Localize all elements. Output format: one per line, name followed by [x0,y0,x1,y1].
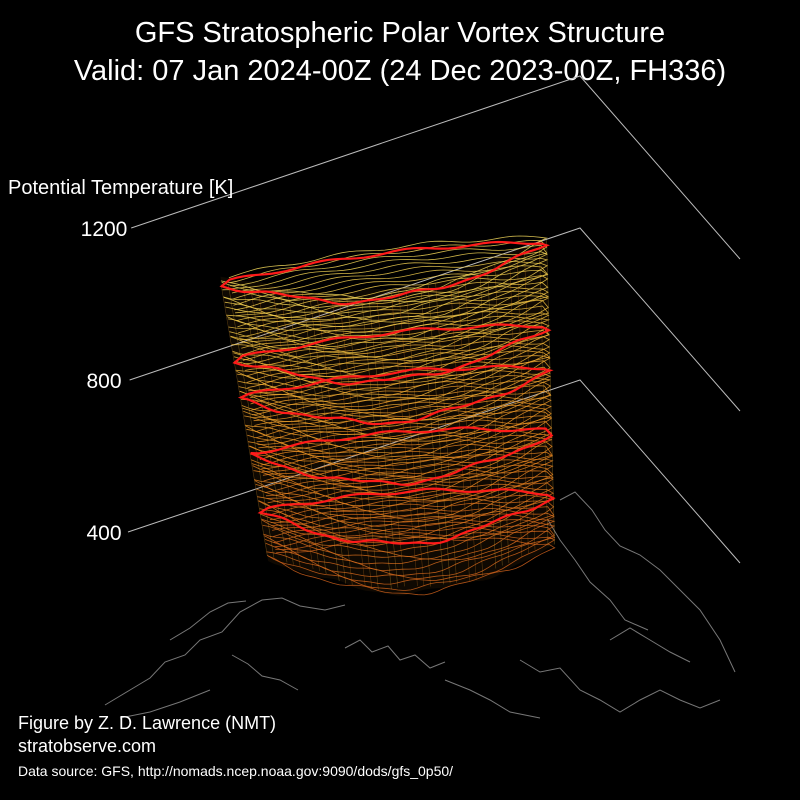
vortex-contour [254,448,554,507]
vortex-contour [226,275,549,337]
vortex-strand [279,289,320,572]
coastlines [104,491,736,719]
vortex-strand [390,291,418,587]
vortex-contour [238,350,551,412]
vortex-strand [376,295,405,587]
coastline-segment [559,491,736,673]
data-source-text: Data source: GFS, http://nomads.ncep.noa… [18,763,453,779]
coastline-segment [609,627,691,663]
vortex-contour [247,404,552,462]
vortex-contour [241,370,552,431]
vortex-contour [240,360,551,420]
vortex-contour [226,269,549,333]
z-grid-line-400 [127,379,741,564]
vortex-strand [435,283,457,583]
vortex-contour [259,483,555,539]
vortex-strand [361,299,392,590]
vortex-contour [220,235,548,299]
vortex-strand [398,289,425,587]
coastline-segment [119,689,211,719]
vortex-strand [257,288,301,567]
vortex-strand [220,284,268,557]
website-text: stratobserve.com [18,736,156,756]
vortex-contour [264,517,556,576]
vortex-contour [237,340,551,399]
vortex-contour [236,336,551,396]
z-axis-ticks: 400 800 1200 [81,218,128,545]
coastline-segment [104,597,346,706]
z-axis-label: Potential Temperature [K] [8,177,233,199]
vortex-contour [262,502,555,560]
vortex-contour [228,286,549,348]
vortex-contour [245,394,552,454]
vortex-strand [524,249,536,550]
vortex-contour [251,434,553,495]
vortex-strand [546,239,555,545]
highlight-contour-450 [257,487,556,545]
chart-subtitle: Valid: 07 Jan 2024-00Z (24 Dec 2023-00Z,… [74,55,726,87]
coastline-segment [344,639,446,669]
vortex-isosurface [219,235,556,596]
vortex-strand [272,289,314,570]
highlight-contour-850 [232,323,552,386]
vortex-strand [405,289,431,587]
z-tick-label-400: 400 [86,522,121,545]
vortex-contour [254,454,554,513]
coastline-segment [444,679,541,719]
vortex-contour [225,265,548,328]
coastline-segment [169,600,247,641]
vortex-contour [253,444,553,501]
z-grid-line-1200 [131,75,741,260]
z-tick-label-1200: 1200 [81,218,128,241]
vortex-contour [265,521,555,580]
vortex-strand [228,284,275,558]
vortex-contour [237,345,551,405]
highlight-contour-600 [250,426,554,487]
vortex-contour [224,260,549,321]
vortex-contour [227,281,549,340]
coastline-segment [231,654,299,691]
vortex-strand [427,285,451,584]
vortex-strand [420,287,444,585]
vortex-contour [230,299,549,361]
vortex-strand [509,257,523,558]
vortex-contour [223,251,548,314]
vortex-strand [487,266,503,566]
vortex-contour [263,507,555,565]
chart-title: GFS Stratospheric Polar Vortex Structure [135,17,665,49]
highlight-contour-1050 [219,240,550,306]
vortex-contour [258,478,554,537]
vortex-strand [302,293,340,582]
vortex-contour [267,536,556,596]
vortex-contour [252,439,553,498]
credit-text: Figure by Z. D. Lawrence (NMT) [18,713,276,733]
vortex-contour [257,468,554,527]
vortex-strand [331,297,366,587]
vortex-contour [255,459,554,517]
coastline-segment [547,519,649,631]
vortex-strand [479,271,497,569]
vortex-strand [516,253,529,554]
vortex-contour [264,512,556,572]
vortex-strand [494,263,510,564]
vortex-contour [244,385,552,443]
vortex-strand [368,297,399,588]
vortex-contour [248,414,553,475]
highlight-contour-750 [237,364,554,426]
vortex-contour [266,526,556,585]
z-tick-label-800: 800 [86,370,121,393]
vortex-contour [235,330,550,391]
vortex-contour [239,355,551,417]
vortex-contour [243,380,552,439]
vortex-strand [287,289,327,575]
coastline-segment [519,659,721,713]
